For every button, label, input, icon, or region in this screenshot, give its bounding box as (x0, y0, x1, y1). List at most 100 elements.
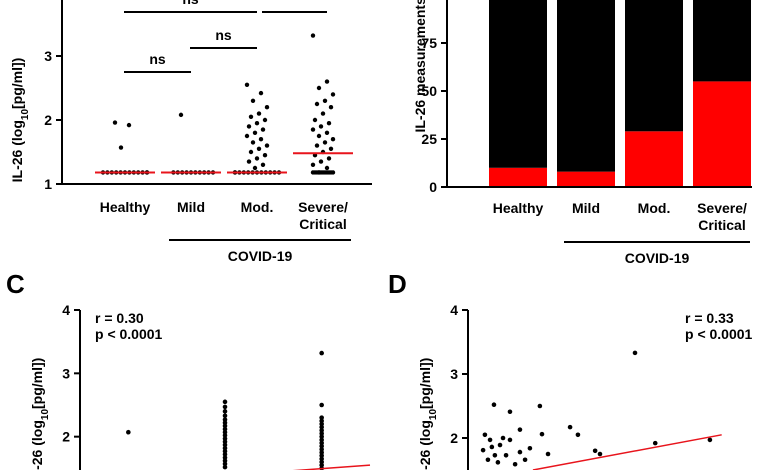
data-point (244, 133, 250, 139)
data-point (632, 350, 638, 356)
data-point (316, 133, 322, 139)
data-point (319, 440, 324, 446)
stat-annotation: p < 0.0001 (95, 326, 163, 342)
data-point (314, 143, 320, 148)
y-axis-label: IL-26 (log10[pg/ml]) (29, 358, 51, 470)
data-point (112, 120, 118, 125)
data-point (319, 402, 324, 408)
data-point (485, 457, 491, 463)
panel-label: D (388, 269, 407, 299)
data-point (222, 420, 228, 426)
y-axis-label-part: [pg/ml]) (417, 358, 433, 409)
data-point (222, 433, 228, 438)
data-point (482, 432, 488, 438)
bar-segment (693, 81, 751, 187)
fit-line (292, 464, 371, 470)
data-point (319, 350, 324, 356)
y-tick-label: 2 (44, 112, 52, 128)
data-point (310, 170, 316, 175)
data-point (319, 434, 324, 439)
data-point (324, 130, 330, 135)
data-point (326, 156, 332, 161)
data-point (517, 449, 523, 455)
data-point (319, 443, 324, 449)
data-point (500, 435, 506, 441)
y-tick-label: 4 (450, 302, 458, 318)
data-point (264, 143, 270, 148)
data-point (480, 447, 486, 453)
data-point (248, 114, 254, 120)
x-tick-label: Severe/Critical (298, 199, 348, 232)
data-point (126, 122, 132, 128)
y-axis-label-part: 10 (40, 409, 51, 421)
data-point (322, 140, 328, 145)
data-point (222, 464, 228, 470)
data-point (330, 137, 336, 142)
data-point (222, 455, 228, 460)
data-point (507, 437, 513, 443)
data-point (310, 33, 316, 38)
data-point (178, 112, 184, 118)
significance-label: ns (182, 0, 199, 7)
data-point (222, 413, 228, 419)
data-point (314, 101, 320, 107)
bar-segment (557, 171, 615, 187)
data-point (497, 442, 503, 448)
data-point (527, 445, 533, 451)
data-point (319, 431, 324, 436)
x-tick-label: Mild (177, 199, 205, 215)
data-point (244, 82, 250, 88)
data-point (222, 439, 228, 445)
data-point (222, 436, 228, 441)
y-axis-label: IL-26 measurements (%) (412, 0, 428, 133)
data-point (258, 137, 264, 142)
y-axis-label-part: [pg/ml]) (29, 358, 45, 409)
y-axis-label-part: [pg/ml]) (9, 58, 25, 109)
data-point (222, 461, 228, 467)
data-point (322, 98, 328, 104)
data-point (597, 451, 603, 457)
stat-annotation: r = 0.33 (685, 310, 734, 326)
y-axis-label-part: IL-26 (log (9, 120, 25, 182)
y-tick-label: 3 (44, 48, 52, 64)
data-point (222, 417, 228, 422)
data-point (567, 424, 573, 430)
significance-label: ** (289, 0, 300, 7)
data-point (319, 415, 324, 420)
data-point (507, 409, 513, 415)
data-point (256, 111, 262, 116)
data-point (250, 98, 256, 104)
data-point (575, 432, 581, 438)
data-point (258, 90, 264, 96)
data-point (260, 162, 266, 167)
x-tick-label: Mod. (638, 200, 671, 216)
significance-label: ns (215, 27, 232, 43)
x-tick-label: Healthy (100, 199, 151, 215)
y-tick-label: 25 (421, 131, 437, 147)
data-point (252, 130, 258, 135)
data-point (222, 404, 228, 410)
x-tick-label: Healthy (493, 200, 544, 216)
data-point (316, 170, 322, 175)
data-point (260, 127, 266, 132)
data-point (328, 105, 334, 110)
data-point (320, 111, 326, 116)
data-point (522, 457, 528, 463)
y-tick-label: 3 (450, 366, 458, 382)
data-point (312, 117, 318, 123)
data-point (319, 421, 324, 427)
data-point (491, 402, 497, 408)
data-point (222, 448, 228, 454)
data-point (495, 460, 501, 465)
data-point (246, 159, 252, 164)
data-point (118, 145, 124, 150)
data-point (324, 170, 330, 175)
bar-segment (693, 0, 751, 82)
x-tick-label: Mod. (241, 199, 274, 215)
data-point (319, 428, 324, 433)
data-point (324, 165, 330, 171)
y-tick-label: 1 (44, 176, 52, 192)
data-point (319, 453, 324, 458)
bar-segment (625, 0, 683, 132)
stat-annotation: r = 0.30 (95, 310, 144, 326)
